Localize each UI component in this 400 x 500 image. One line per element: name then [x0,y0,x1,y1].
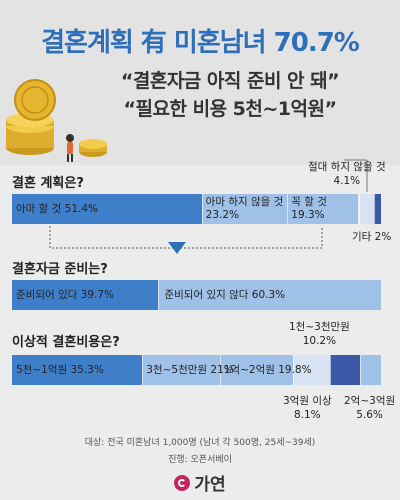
chart2-segment-2 [158,280,381,310]
chart1-title: 결혼 계획은? [12,176,84,191]
chart2-segment-1 [12,280,159,310]
connector-arrow [49,226,323,254]
chart3-segment-label-3: 1억~2억원 19.8% [223,364,312,376]
chart3-segment-5 [330,355,361,385]
chart3-segment-2 [142,355,220,385]
chart3-label-1to3k: 1천~3천만원 10.2% [289,321,350,347]
brand-name: 가연 [194,475,226,495]
chart3-segment-4 [292,355,331,385]
chart1-segment-label-2: 아마 하지 않을 것 23.2% [205,196,284,221]
chart1-label-other: 기타 2% [352,231,392,243]
arrow-down-icon [168,242,186,254]
chart1-segment-4 [358,194,374,224]
small-coin-icon [79,139,107,157]
chart3-segment-1 [12,355,143,385]
chart3-segment-label-2: 3천~5천만원 21% [146,364,234,376]
chart2-bar: 준비되어 있다 39.7% 준비되어 있지 않다 60.3% [12,280,381,310]
chart3-segment-6 [360,355,381,385]
chart3-bar: 5천~1억원 35.3% 3천~5천만원 21% 1억~2억원 19.8% [12,355,381,385]
chart1-segment-label-3: 꼭 할 것 19.3% [291,196,327,221]
chart1-segment-5 [373,194,381,224]
subtitle-2: “필요한 비용 5천~1억원” [123,98,337,120]
chart1-segment-1 [12,194,202,224]
chart2-title: 결혼자금 준비는? [12,262,108,277]
brand: 가연 [0,470,400,495]
chart3-label-2to3: 2억~3억원 5.6% [344,395,396,421]
chart1-segment-2 [201,194,288,224]
subtitle-1: “결혼자금 아직 준비 안 돼” [120,70,340,92]
coins-illustration [6,79,107,162]
footer-survey-target: 대상: 전국 미혼남녀 1,000명 (남녀 각 500명, 25세~39세) [84,438,316,448]
chart3-label-over3: 3억원 이상 8.1% [283,395,332,421]
chart2-segment-label-1: 준비되어 있다 39.7% [16,289,114,301]
chart1-bar: 아마 할 것 51.4% 아마 하지 않을 것 23.2% 꼭 할 것 19.3% [12,194,381,224]
chart1-segment-label-1: 아마 할 것 51.4% [16,203,99,215]
chart3-segment-label-1: 5천~1억원 35.3% [16,364,104,376]
page-title: 결혼계획 有 미혼남녀 70.7% [41,28,360,58]
chart1-segment-3 [287,194,359,224]
chart2-segment-label-2: 준비되어 있지 않다 60.3% [164,289,286,301]
chart1-callout-lines [344,159,368,192]
chart1-label-never: 절대 하지 않을 것 4.1% [308,161,386,187]
chart3-title: 이상적 결혼비용은? [12,335,120,350]
brand-logo-icon [174,474,191,491]
large-coin-icon [14,79,56,121]
person-icon [66,134,74,162]
footer-survey-agency: 진행: 오픈서베이 [168,455,232,465]
chart3-segment-3 [219,355,293,385]
